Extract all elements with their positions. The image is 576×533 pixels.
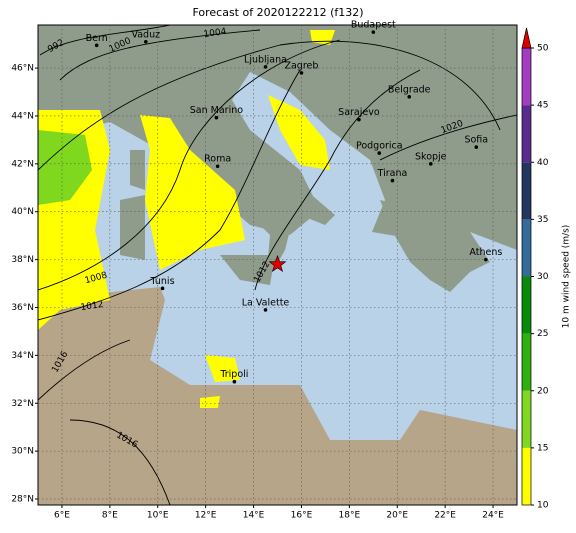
- wind-area: [268, 95, 330, 170]
- y-tick-label: 42°N: [11, 159, 34, 169]
- city-dot: [232, 379, 237, 384]
- colorbar-segment: [522, 333, 531, 391]
- city-dot: [484, 257, 488, 262]
- city-label: Tirana: [377, 168, 408, 179]
- city-label: Vaduz: [131, 29, 160, 40]
- city-label: Bern: [86, 33, 108, 44]
- y-tick-label: 46°N: [11, 64, 34, 74]
- city-label: Skopje: [415, 151, 447, 162]
- colorbar-tick-label: 40: [537, 158, 549, 168]
- colorbar-segment: [522, 276, 531, 334]
- city-label: Belgrade: [388, 84, 431, 95]
- y-tick-label: 30°N: [11, 447, 34, 457]
- x-tick-label: 20°E: [386, 511, 408, 521]
- city-dot: [263, 308, 268, 312]
- city-dot: [160, 286, 165, 291]
- city-label: Podgorica: [356, 141, 403, 152]
- colorbar-label: 10 m wind speed (m/s): [562, 225, 572, 329]
- y-tick-label: 44°N: [11, 111, 34, 121]
- city-dot: [407, 95, 412, 99]
- isobar: [379, 114, 517, 161]
- city-dot: [143, 39, 148, 44]
- x-tick-label: 10°E: [147, 511, 169, 521]
- frame: [37, 24, 518, 506]
- isobar: [38, 40, 501, 171]
- isobar-label: 1004: [203, 27, 227, 40]
- city-dot: [371, 30, 376, 34]
- sardinia: [120, 195, 145, 260]
- colorbar-segment: [522, 162, 531, 220]
- isobar: [38, 69, 301, 321]
- city-dot: [94, 43, 99, 48]
- y-tick-label: 38°N: [11, 255, 34, 265]
- city-label: Zagreb: [284, 60, 318, 71]
- city-dot: [390, 178, 395, 183]
- title: Forecast of 2020122212 (f132): [192, 6, 363, 19]
- city-label: Athens: [469, 247, 502, 258]
- city-label: San Marino: [190, 105, 243, 116]
- italy: [150, 100, 335, 268]
- colorbar-segment: [522, 447, 531, 505]
- greece: [380, 200, 490, 292]
- x-tick-label: 14°E: [243, 511, 265, 521]
- city-label: La Valette: [242, 297, 290, 308]
- y-tick-label: 36°N: [11, 303, 34, 313]
- colorbar-segment: [522, 390, 531, 448]
- colorbar-extend: [521, 27, 532, 49]
- colorbar-tick-label: 10: [537, 501, 549, 511]
- location-marker: [268, 255, 287, 273]
- x-tick-label: 8°E: [102, 511, 118, 521]
- city-dot: [357, 117, 361, 122]
- city-label: Ljubljana: [244, 54, 287, 65]
- colorbar-tick-label: 45: [537, 101, 548, 111]
- city-label: Sofia: [464, 135, 488, 146]
- y-tick-label: 34°N: [11, 351, 34, 361]
- isobar: [38, 339, 131, 401]
- wind-area: [38, 130, 92, 205]
- city-dot: [377, 151, 382, 155]
- colorbar-tick-label: 20: [537, 386, 549, 396]
- x-tick-label: 18°E: [339, 511, 361, 521]
- city-label: Budapest: [351, 20, 396, 31]
- isobar: [38, 39, 341, 291]
- corsica: [130, 150, 145, 190]
- city-dot: [474, 145, 479, 149]
- x-tick-label: 12°E: [195, 511, 217, 521]
- isobar-label: 1012: [80, 300, 104, 313]
- y-tick-label: 32°N: [11, 399, 34, 409]
- y-tick-label: 28°N: [11, 495, 34, 505]
- x-tick-label: 24°E: [482, 511, 504, 521]
- colorbar-segment: [522, 48, 531, 106]
- city-dot: [428, 162, 433, 166]
- city-label: Tunis: [150, 276, 175, 287]
- colorbar-tick-label: 30: [537, 272, 549, 282]
- city-label: Roma: [204, 154, 231, 165]
- colorbar-tick-label: 25: [537, 329, 548, 339]
- wind-area: [200, 396, 220, 408]
- x-tick-label: 22°E: [434, 511, 456, 521]
- city-dot: [214, 115, 219, 120]
- city-label: Sarajevo: [338, 107, 380, 118]
- x-tick-label: 6°E: [54, 511, 70, 521]
- sicily: [220, 255, 275, 285]
- colorbar-segment: [522, 219, 531, 277]
- wind-area: [205, 355, 240, 382]
- x-tick-label: 16°E: [291, 511, 313, 521]
- y-tick-label: 40°N: [11, 207, 34, 217]
- colorbar-segment: [522, 105, 531, 163]
- colorbar-tick-label: 15: [537, 443, 548, 453]
- isobar: [254, 69, 421, 291]
- colorbar-tick-label: 35: [537, 215, 548, 225]
- city-dot: [215, 164, 220, 169]
- colorbar-tick-label: 50: [537, 44, 549, 54]
- isobar: [59, 29, 261, 81]
- isobar: [39, 25, 171, 56]
- city-dot: [299, 71, 304, 75]
- city-label: Tripoli: [219, 369, 248, 380]
- isobar: [69, 419, 171, 505]
- city-dot: [263, 65, 268, 69]
